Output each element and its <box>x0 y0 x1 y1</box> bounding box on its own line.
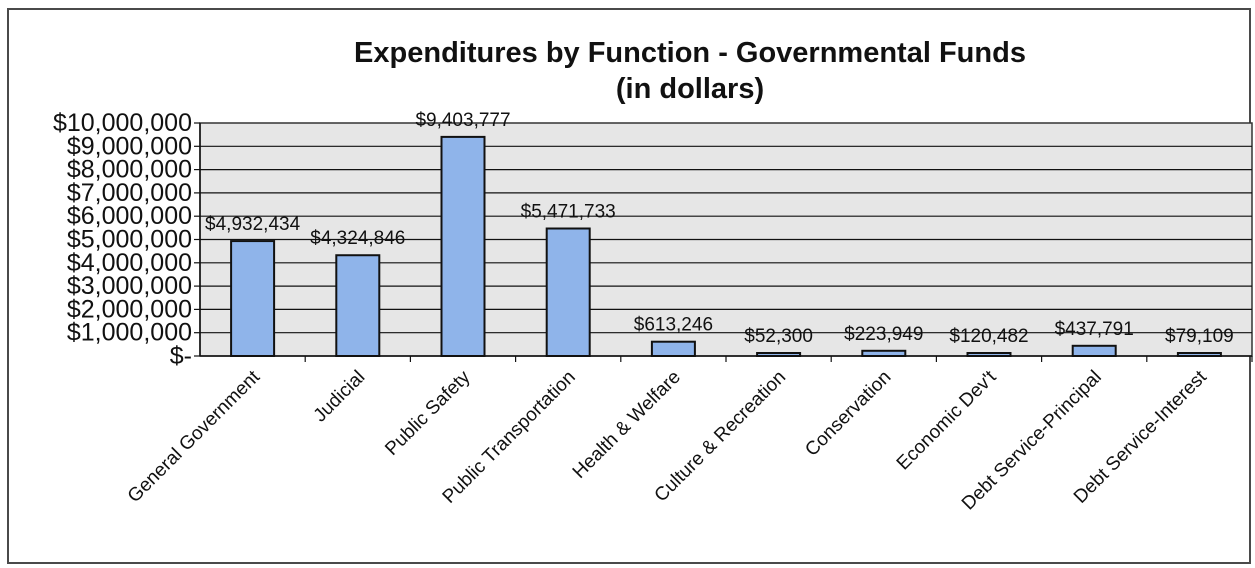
data-label: $437,791 <box>1055 319 1134 340</box>
y-tick-label: $- <box>170 342 192 370</box>
bar <box>1176 352 1222 357</box>
y-tick-label: $7,000,000 <box>67 179 192 207</box>
data-label: $4,932,434 <box>205 214 301 235</box>
data-label: $4,324,846 <box>310 228 405 249</box>
bar <box>756 352 802 357</box>
category-label: Judicial <box>310 367 370 427</box>
data-label: $223,949 <box>844 324 923 345</box>
category-label: General Government <box>124 366 265 507</box>
data-label: $52,300 <box>744 326 813 347</box>
data-label: $9,403,777 <box>415 110 510 131</box>
chart-title-line-2: (in dollars) <box>616 73 764 105</box>
category-label: Conservation <box>801 367 895 461</box>
category-label: Public Safety <box>381 366 475 460</box>
y-tick-label: $9,000,000 <box>67 132 192 160</box>
data-label: $5,471,733 <box>521 202 616 223</box>
bar <box>1071 344 1117 357</box>
category-label: Health & Welfare <box>569 367 685 483</box>
y-tick-label: $3,000,000 <box>67 272 192 300</box>
y-tick-label: $10,000,000 <box>53 109 192 137</box>
bar <box>440 135 486 357</box>
data-label: $79,109 <box>1165 326 1234 347</box>
bar <box>861 349 907 357</box>
bar <box>545 227 591 357</box>
chart-title-line-1: Expenditures by Function - Governmental … <box>354 37 1026 69</box>
y-tick-label: $6,000,000 <box>67 202 192 230</box>
data-label: $120,482 <box>949 326 1028 347</box>
bar <box>335 254 381 358</box>
bar <box>966 352 1012 357</box>
category-label: Economic Dev't <box>893 366 1001 474</box>
data-label: $613,246 <box>634 315 713 336</box>
y-tick-label: $2,000,000 <box>67 295 192 323</box>
y-tick-label: $8,000,000 <box>67 156 192 184</box>
y-tick-label: $5,000,000 <box>67 226 192 254</box>
bar <box>230 240 276 358</box>
y-tick-label: $1,000,000 <box>67 319 192 347</box>
bar <box>650 340 696 357</box>
y-tick-label: $4,000,000 <box>67 249 192 277</box>
